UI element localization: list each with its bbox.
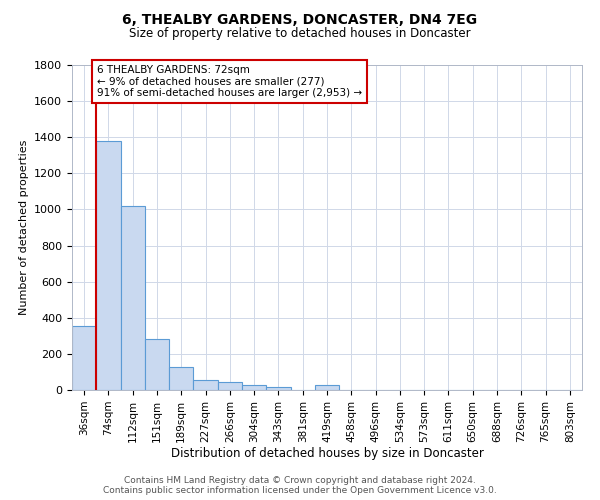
Bar: [121, 206, 145, 390]
X-axis label: Distribution of detached houses by size in Doncaster: Distribution of detached houses by size …: [170, 448, 484, 460]
Bar: [193, 380, 218, 390]
Bar: [169, 367, 193, 390]
Bar: [266, 387, 290, 390]
Text: Size of property relative to detached houses in Doncaster: Size of property relative to detached ho…: [129, 28, 471, 40]
Bar: [242, 384, 266, 390]
Bar: [96, 141, 121, 390]
Bar: [315, 384, 339, 390]
Bar: [145, 338, 169, 390]
Text: Contains HM Land Registry data © Crown copyright and database right 2024.
Contai: Contains HM Land Registry data © Crown c…: [103, 476, 497, 495]
Text: 6, THEALBY GARDENS, DONCASTER, DN4 7EG: 6, THEALBY GARDENS, DONCASTER, DN4 7EG: [122, 12, 478, 26]
Y-axis label: Number of detached properties: Number of detached properties: [19, 140, 29, 315]
Bar: [72, 326, 96, 390]
Text: 6 THEALBY GARDENS: 72sqm
← 9% of detached houses are smaller (277)
91% of semi-d: 6 THEALBY GARDENS: 72sqm ← 9% of detache…: [97, 65, 362, 98]
Bar: [218, 382, 242, 390]
